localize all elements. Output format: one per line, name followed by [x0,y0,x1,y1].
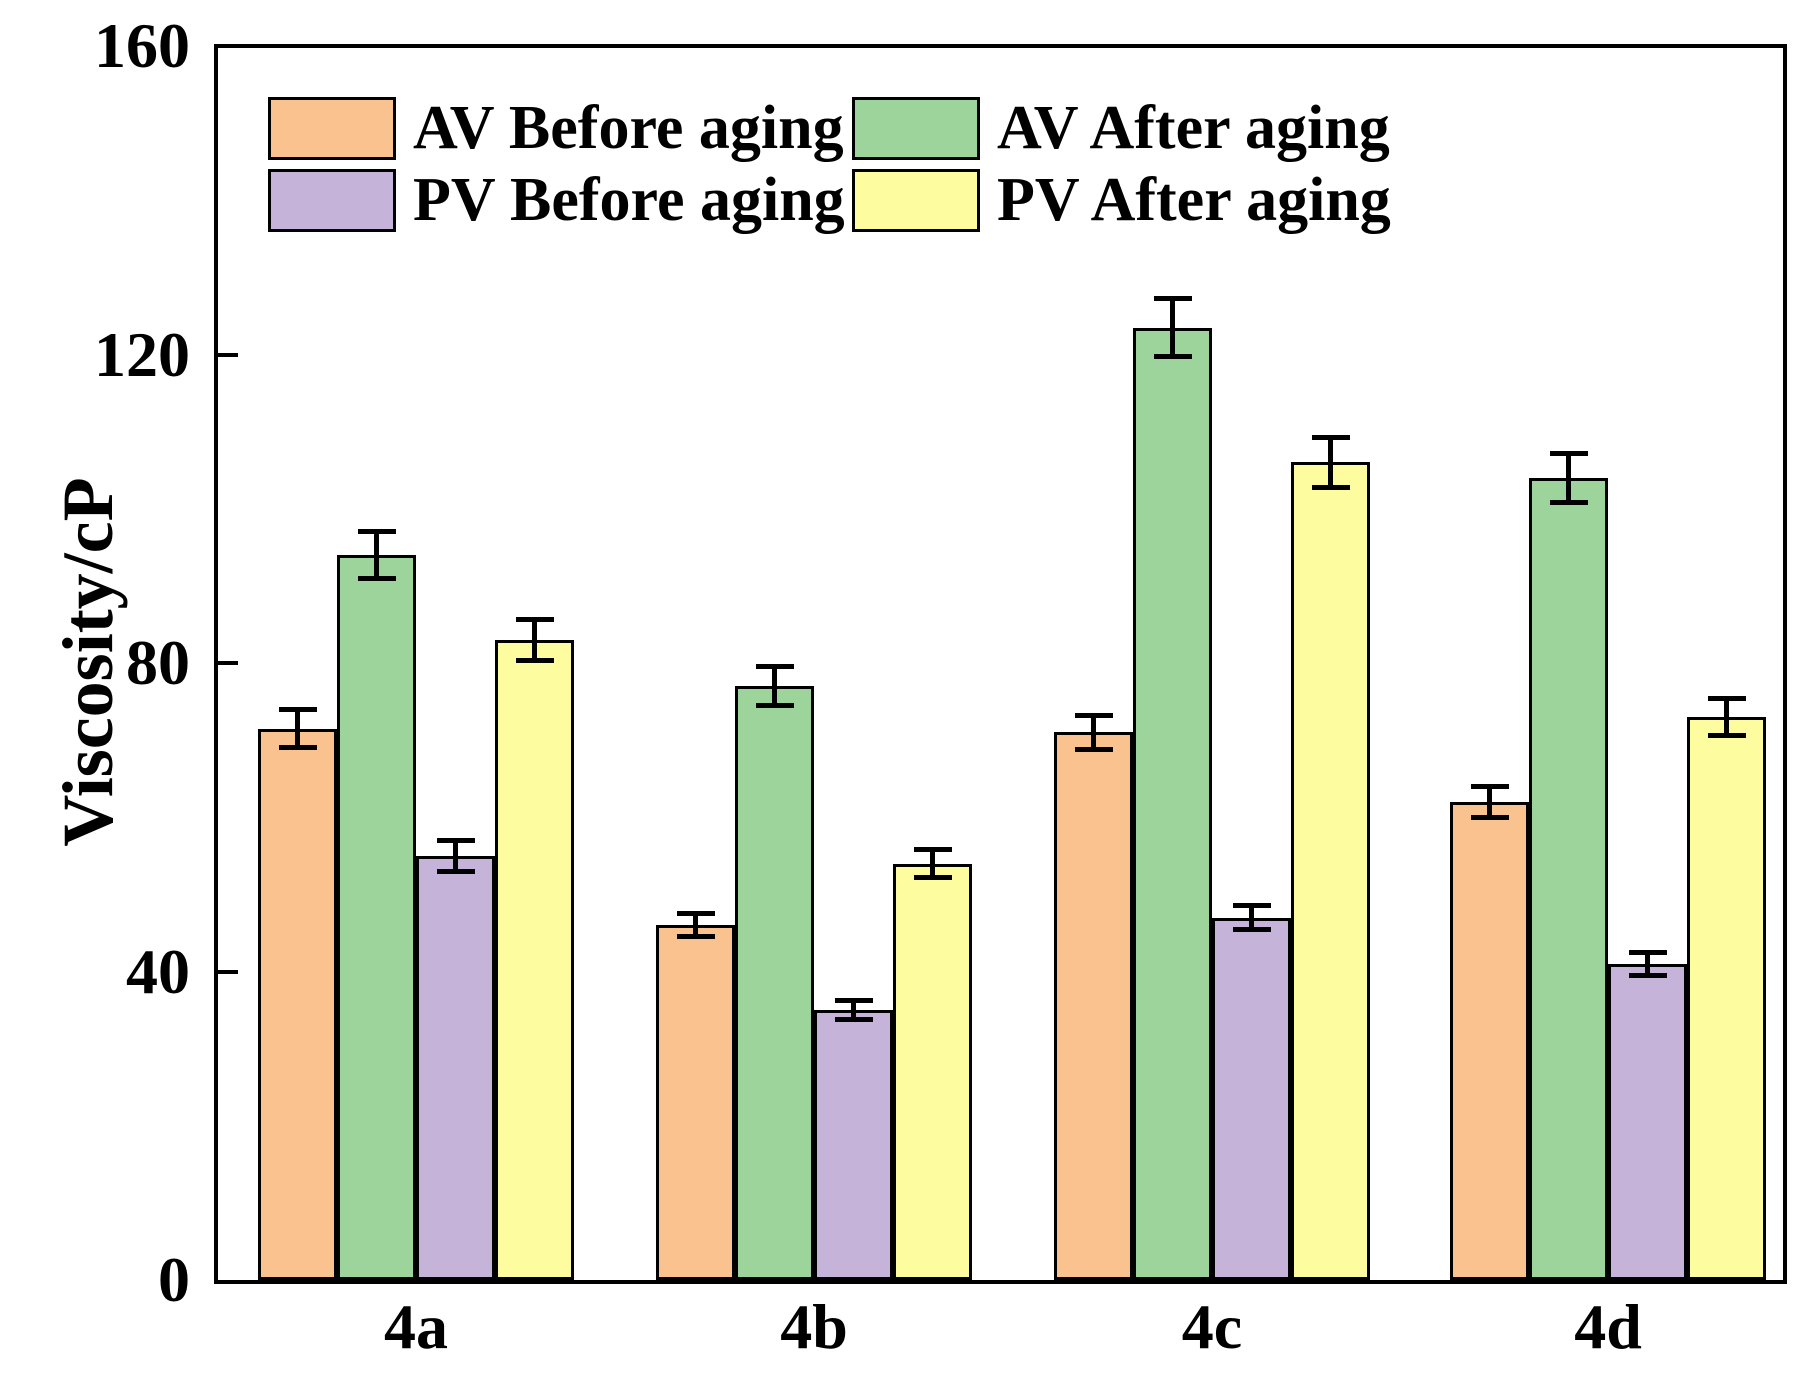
bar-4a-av-before-aging [258,728,337,1280]
legend-label-pv-before-aging: PV Before aging [413,166,845,234]
error-cap-bottom-4b-av-before-aging [676,934,715,940]
plot-frame [214,44,1787,1284]
error-cap-top-4d-av-before-aging [1470,783,1509,789]
error-bar-4a-pv-before-aging [453,840,458,872]
error-bar-4c-pv-before-aging [1249,905,1254,930]
bar-4d-pv-after-aging [1687,716,1766,1280]
bar-4d-pv-before-aging [1608,963,1687,1280]
bar-4c-pv-after-aging [1291,462,1370,1280]
error-cap-top-4c-pv-after-aging [1311,434,1350,440]
error-cap-bottom-4d-pv-after-aging [1707,732,1746,738]
error-cap-top-4c-av-before-aging [1074,712,1113,718]
bar-4d-av-after-aging [1529,477,1608,1280]
error-cap-bottom-4d-pv-before-aging [1628,972,1667,978]
bar-4a-pv-before-aging [416,855,495,1280]
error-cap-top-4b-av-after-aging [755,664,794,670]
legend-swatch-av-after-aging [852,97,980,160]
error-cap-bottom-4d-av-before-aging [1470,814,1509,820]
error-cap-top-4a-av-after-aging [357,529,396,535]
error-cap-top-4c-av-after-aging [1153,296,1192,302]
legend-swatch-av-before-aging [268,97,396,160]
error-bar-4c-av-before-aging [1091,715,1096,750]
bar-4b-av-before-aging [656,925,735,1280]
error-bar-4d-av-after-aging [1566,453,1571,503]
error-bar-4a-pv-after-aging [532,619,537,661]
error-cap-bottom-4a-pv-after-aging [515,658,554,664]
bar-4b-pv-after-aging [893,863,972,1280]
error-bar-4c-pv-after-aging [1328,437,1333,488]
bar-4c-av-before-aging [1054,732,1133,1280]
y-tick-label-0: 0 [158,1244,190,1315]
legend-label-pv-after-aging: PV After aging [997,166,1391,234]
error-cap-top-4c-pv-before-aging [1232,902,1271,908]
y-tick-label-40: 40 [126,935,190,1007]
y-tick-mark-120 [218,352,238,357]
error-bar-4b-pv-before-aging [851,1000,856,1020]
x-category-label-4a: 4a [384,1291,448,1362]
y-tick-mark-80 [218,661,238,665]
error-cap-top-4b-av-before-aging [676,911,715,917]
error-cap-bottom-4b-pv-after-aging [913,874,952,880]
error-cap-bottom-4b-pv-before-aging [834,1016,873,1022]
error-cap-bottom-4c-pv-before-aging [1232,927,1271,933]
error-cap-top-4a-av-before-aging [278,706,317,712]
legend-label-av-before-aging: AV Before aging [413,94,844,162]
error-cap-bottom-4c-av-after-aging [1153,353,1192,359]
x-category-label-4d: 4d [1574,1291,1642,1362]
x-category-label-4c: 4c [1181,1291,1243,1362]
legend-swatch-pv-before-aging [268,169,396,232]
error-bar-4c-av-after-aging [1170,298,1175,357]
error-cap-top-4d-pv-before-aging [1628,949,1667,955]
y-tick-label-120: 120 [94,318,190,390]
error-cap-top-4a-pv-after-aging [515,616,554,622]
error-bar-4d-pv-after-aging [1724,698,1729,736]
y-tick-label-160: 160 [94,10,190,81]
legend-swatch-pv-after-aging [852,169,980,232]
error-bar-4d-av-before-aging [1487,786,1492,818]
error-bar-4b-av-after-aging [772,666,777,706]
error-bar-4a-av-before-aging [295,709,300,748]
bar-4c-av-after-aging [1133,327,1212,1280]
error-bar-4b-av-before-aging [693,913,698,937]
error-bar-4d-pv-before-aging [1645,952,1650,976]
error-cap-top-4a-pv-before-aging [436,837,475,843]
error-cap-top-4b-pv-before-aging [834,998,873,1004]
bar-4a-av-after-aging [337,555,416,1280]
y-tick-mark-40 [218,969,238,974]
bar-4c-pv-before-aging [1212,917,1291,1280]
error-cap-bottom-4c-pv-after-aging [1311,485,1350,491]
bar-4b-av-after-aging [735,686,814,1280]
bar-4d-av-before-aging [1450,801,1529,1280]
error-cap-top-4b-pv-after-aging [913,847,952,853]
y-tick-label-80: 80 [126,627,190,698]
error-cap-bottom-4a-pv-before-aging [436,868,475,874]
error-bar-4a-av-after-aging [374,531,379,579]
error-cap-top-4d-pv-after-aging [1707,695,1746,701]
error-bar-4b-pv-after-aging [930,849,935,878]
bar-4b-pv-before-aging [814,1010,893,1280]
y-tick-mark-160 [218,44,238,48]
error-cap-top-4d-av-after-aging [1549,450,1588,456]
x-category-label-4b: 4b [780,1291,848,1362]
error-cap-bottom-4a-av-before-aging [278,745,317,751]
error-cap-bottom-4b-av-after-aging [755,702,794,708]
error-cap-bottom-4c-av-before-aging [1074,746,1113,752]
error-cap-bottom-4d-av-after-aging [1549,500,1588,506]
legend-label-av-after-aging: AV After aging [997,94,1390,162]
error-cap-bottom-4a-av-after-aging [357,575,396,581]
bar-4a-pv-after-aging [495,639,574,1280]
